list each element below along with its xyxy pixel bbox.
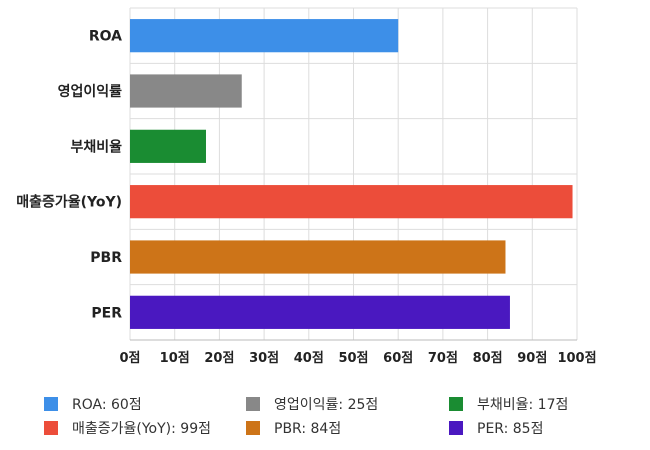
bar (130, 295, 510, 329)
category-label: 매출증가율(YoY) (16, 194, 122, 211)
x-tick-label: 90점 (517, 351, 547, 366)
legend-item-per[interactable]: PER: 85점 (449, 418, 543, 438)
category-label: ROA (89, 29, 122, 45)
legend-item-pbr[interactable]: PBR: 84점 (246, 418, 341, 438)
legend-swatch-revenue-growth (44, 421, 58, 435)
category-label: 부채비율 (70, 138, 122, 155)
legend-label-roa: ROA: 60점 (72, 397, 142, 413)
legend-swatch-roa (44, 397, 58, 411)
x-tick-label: 10점 (160, 351, 190, 366)
x-tick-label: 60점 (383, 351, 413, 366)
category-label: PER (91, 305, 122, 321)
legend-item-operating-margin[interactable]: 영업이익률: 25점 (246, 394, 378, 414)
legend-swatch-debt-ratio (449, 397, 463, 411)
legend-label-operating-margin: 영업이익률: 25점 (274, 397, 379, 413)
x-tick-label: 50점 (338, 351, 368, 366)
legend-label-per: PER: 85점 (477, 421, 544, 437)
bar (130, 74, 242, 108)
legend-label-debt-ratio: 부채비율: 17점 (477, 397, 569, 413)
bar (130, 129, 206, 163)
x-tick-label: 80점 (473, 351, 503, 366)
x-tick-label: 20점 (204, 351, 234, 366)
x-tick-label: 30점 (249, 351, 279, 366)
legend-item-roa[interactable]: ROA: 60점 (44, 394, 142, 414)
legend-item-debt-ratio[interactable]: 부채비율: 17점 (449, 394, 568, 414)
x-tick-label: 100점 (557, 351, 596, 366)
legend-swatch-per (449, 421, 463, 435)
x-tick-label: 0점 (119, 351, 140, 366)
legend-swatch-operating-margin (246, 397, 260, 411)
legend: ROA: 60점 영업이익률: 25점 부채비율: 17점 매출증가율(YoY)… (0, 384, 650, 444)
category-label: 영업이익률 (58, 83, 123, 100)
x-tick-label: 40점 (294, 351, 324, 366)
legend-label-pbr: PBR: 84점 (274, 421, 342, 437)
legend-label-revenue-growth: 매출증가율(YoY): 99점 (72, 421, 211, 437)
x-tick-label: 70점 (428, 351, 458, 366)
legend-swatch-pbr (246, 421, 260, 435)
legend-item-revenue-growth[interactable]: 매출증가율(YoY): 99점 (44, 418, 211, 438)
bar (130, 185, 573, 219)
category-label: PBR (90, 250, 122, 266)
bar (130, 19, 399, 53)
bar (130, 240, 506, 274)
